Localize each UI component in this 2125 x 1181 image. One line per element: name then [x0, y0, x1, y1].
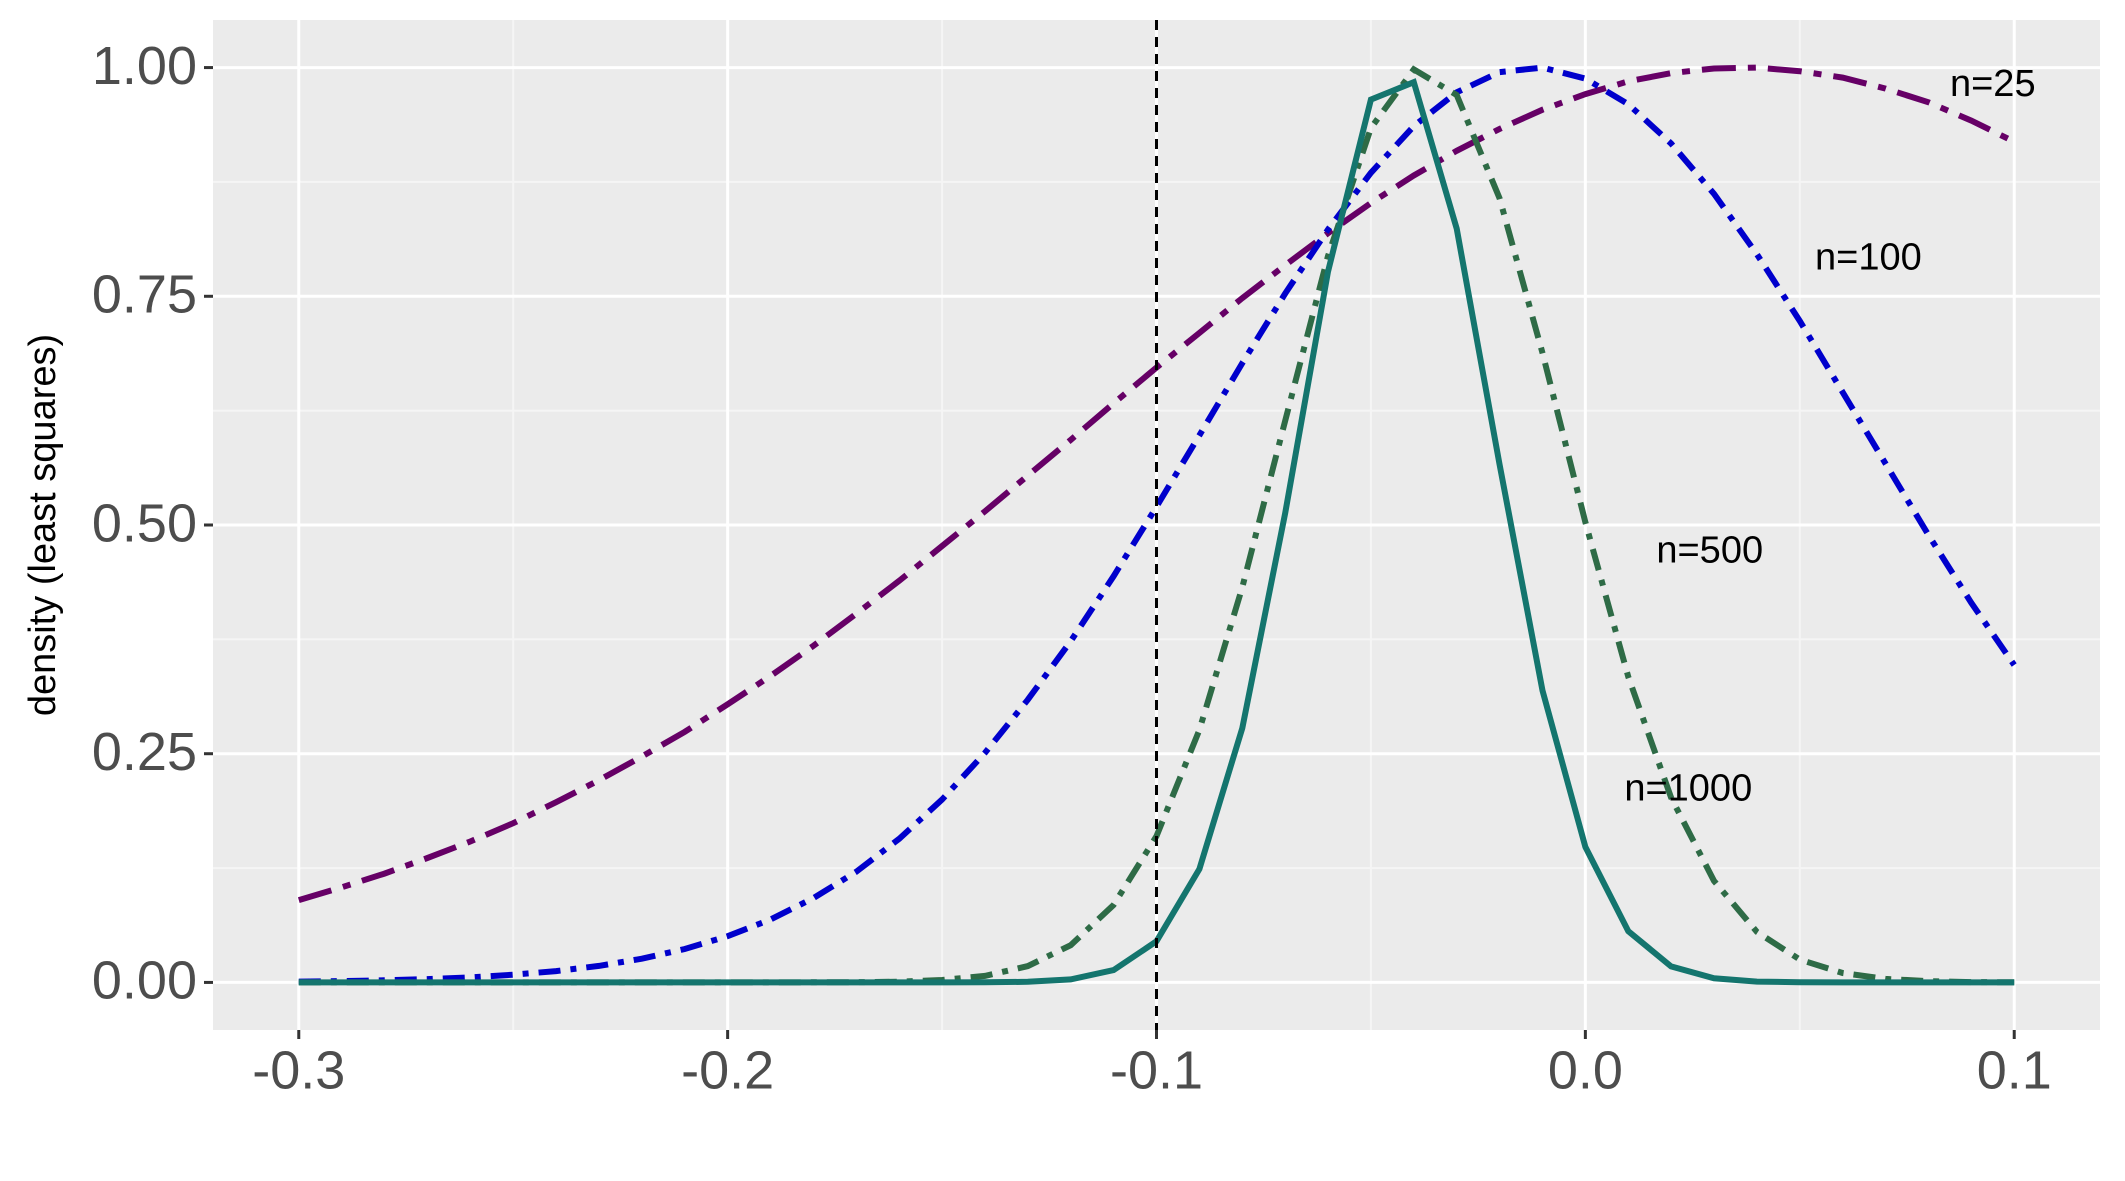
y-axis-label: density (least squares) — [22, 334, 64, 716]
series-label: n=500 — [1656, 529, 1763, 571]
series-label: n=25 — [1950, 63, 2036, 105]
x-tick-label: -0.1 — [1110, 1040, 1203, 1100]
x-tick-label: -0.2 — [681, 1040, 774, 1100]
y-tick-label: 1.00 — [92, 36, 197, 96]
y-tick-label: 0.25 — [92, 722, 197, 782]
y-tick-label: 0.75 — [92, 265, 197, 325]
series-label: n=100 — [1815, 237, 1922, 279]
x-tick-label: 0.0 — [1548, 1040, 1623, 1100]
x-tick-label: 0.1 — [1977, 1040, 2052, 1100]
y-tick-label: 0.00 — [92, 951, 197, 1011]
series-label: n=1000 — [1624, 767, 1752, 809]
x-tick-label: -0.3 — [252, 1040, 345, 1100]
y-tick-label: 0.50 — [92, 493, 197, 553]
